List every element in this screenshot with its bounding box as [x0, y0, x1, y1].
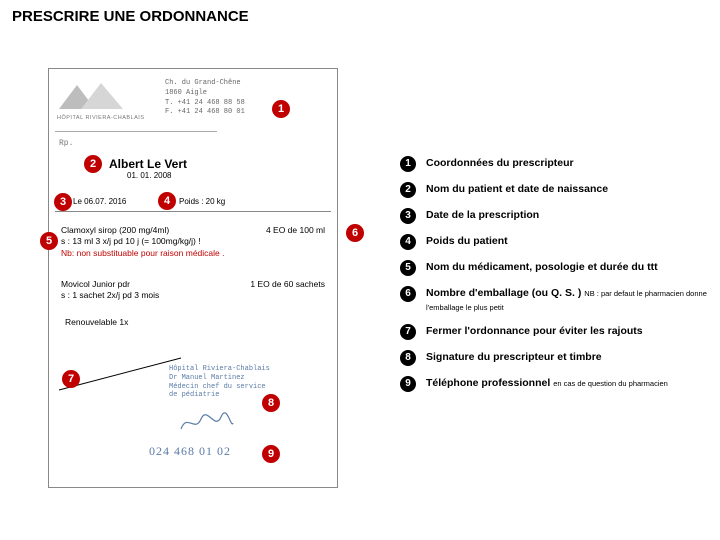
med-name: Clamoxyl sirop (200 mg/4ml) [61, 225, 224, 236]
prescriber-stamp: Hôpital Riviera-Chablais Dr Manuel Marti… [169, 365, 270, 400]
renewable-text: Renouvelable 1x [65, 317, 128, 327]
legend-row: 5 Nom du médicament, posologie et durée d… [400, 260, 710, 276]
callout-bubble-6: 6 [346, 224, 364, 242]
fax-line: F. +41 24 468 80 01 [165, 108, 245, 118]
legend-bubble: 6 [400, 286, 416, 302]
prescription-card: HÔPITAL RIVIERA-CHABLAIS Ch. du Grand-Ch… [48, 68, 338, 488]
med-dose: s : 13 ml 3 x/j pd 10 j (= 100mg/kg/j) ! [61, 236, 224, 247]
legend-bubble: 8 [400, 350, 416, 366]
legend-bubble: 1 [400, 156, 416, 172]
callout-bubble-7: 7 [62, 370, 80, 388]
legend-text: Signature du prescripteur et timbre [426, 350, 602, 365]
legend-bubble: 3 [400, 208, 416, 224]
legend-text: Nom du médicament, posologie et durée du… [426, 260, 658, 275]
legend-row: 6 Nombre d'emballage (ou Q. S. ) NB : par… [400, 286, 710, 314]
legend-text: Téléphone professionnel en cas de questi… [426, 376, 668, 391]
legend-row: 8 Signature du prescripteur et timbre [400, 350, 710, 366]
hospital-name: HÔPITAL RIVIERA-CHABLAIS [57, 115, 145, 121]
legend-bubble: 9 [400, 376, 416, 392]
divider [55, 211, 331, 212]
med-pack-1: 4 EO de 100 ml [266, 225, 325, 235]
legend-text: Coordonnées du prescripteur [426, 156, 574, 171]
legend-text: Fermer l'ordonnance pour éviter les rajo… [426, 324, 643, 339]
patient-dob: 01. 01. 2008 [127, 171, 171, 180]
legend-text: Date de la prescription [426, 208, 539, 223]
prescriber-phone: 024 468 01 02 [149, 444, 231, 459]
legend-subtext: NB : par defaut le pharmacien donne l'em… [426, 289, 707, 312]
legend-bubble: 2 [400, 182, 416, 198]
patient-name: Albert Le Vert [109, 157, 187, 171]
page-title: PRESCRIRE UNE ORDONNANCE [12, 8, 249, 25]
med-name: Movicol Junior pdr [61, 279, 159, 290]
medication-block-1: Clamoxyl sirop (200 mg/4ml) s : 13 ml 3 … [61, 225, 224, 259]
legend-row: 3 Date de la prescription [400, 208, 710, 224]
hospital-logo-icon [57, 79, 127, 113]
legend-subtext: en cas de question du pharmacien [553, 379, 668, 388]
medication-block-2: Movicol Junior pdr s : 1 sachet 2x/j pd … [61, 279, 159, 302]
med-nosub: Nb: non substituable pour raison médical… [61, 248, 224, 259]
rp-label: Rp. [59, 139, 73, 148]
stamp-line: Hôpital Riviera-Chablais [169, 365, 270, 374]
callout-bubble-1: 1 [272, 100, 290, 118]
callout-bubble-9: 9 [262, 445, 280, 463]
callout-bubble-4: 4 [158, 192, 176, 210]
legend-bubble: 7 [400, 324, 416, 340]
addr-line: 1860 Aigle [165, 89, 245, 99]
callout-bubble-5: 5 [40, 232, 58, 250]
stamp-line: Médecin chef du service [169, 383, 270, 392]
signature-scribble-icon [177, 411, 235, 435]
legend-row: 2 Nom du patient et date de naissance [400, 182, 710, 198]
legend: 1 Coordonnées du prescripteur 2 Nom du pat… [400, 156, 710, 402]
legend-bubble: 5 [400, 260, 416, 276]
patient-weight: Poids : 20 kg [179, 197, 225, 206]
header-area: HÔPITAL RIVIERA-CHABLAIS Ch. du Grand-Ch… [55, 75, 331, 135]
callout-bubble-2: 2 [84, 155, 102, 173]
med-pack-2: 1 EO de 60 sachets [250, 279, 325, 289]
legend-bubble: 4 [400, 234, 416, 250]
legend-row: 1 Coordonnées du prescripteur [400, 156, 710, 172]
prescription-date: Le 06.07. 2016 [73, 197, 126, 206]
legend-row: 4 Poids du patient [400, 234, 710, 250]
divider [55, 131, 217, 132]
stamp-line: Dr Manuel Martinez [169, 374, 270, 383]
callout-bubble-3: 3 [54, 193, 72, 211]
legend-text: Poids du patient [426, 234, 508, 249]
addr-line: Ch. du Grand-Chêne [165, 79, 245, 89]
legend-text: Nom du patient et date de naissance [426, 182, 608, 197]
legend-text: Nombre d'emballage (ou Q. S. ) NB : par … [426, 286, 710, 314]
legend-row: 7 Fermer l'ordonnance pour éviter les raj… [400, 324, 710, 340]
tel-line: T. +41 24 468 88 58 [165, 99, 245, 109]
legend-row: 9 Téléphone professionnel en cas de quest… [400, 376, 710, 392]
hospital-address: Ch. du Grand-Chêne 1860 Aigle T. +41 24 … [165, 79, 245, 118]
stamp-line: de pédiatrie [169, 391, 270, 400]
med-dose: s : 1 sachet 2x/j pd 3 mois [61, 290, 159, 301]
callout-bubble-8: 8 [262, 394, 280, 412]
